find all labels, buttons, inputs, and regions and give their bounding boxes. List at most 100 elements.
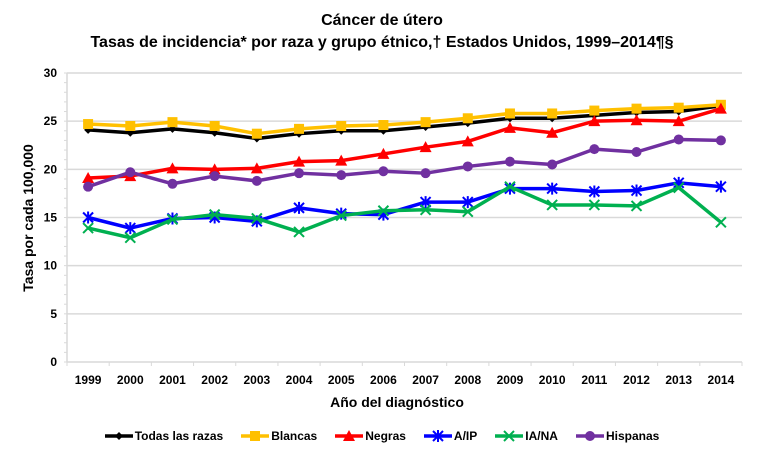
data-point xyxy=(336,170,347,181)
legend-item: IA/NA xyxy=(495,429,558,443)
x-tick-label: 2008 xyxy=(454,373,481,387)
data-point xyxy=(419,204,432,216)
data-point xyxy=(251,128,262,139)
data-point xyxy=(504,180,516,193)
y-axis-label: Tasa por cada 100,000 xyxy=(20,144,36,292)
legend-swatch xyxy=(104,432,133,440)
series-line xyxy=(87,104,722,141)
x-tick-label: 2005 xyxy=(328,373,355,387)
legend-swatch xyxy=(423,430,452,442)
data-point xyxy=(420,168,431,179)
data-point xyxy=(294,123,305,134)
legend-marker xyxy=(250,431,261,441)
data-point xyxy=(714,102,727,114)
x-tick-label: 1999 xyxy=(75,373,102,387)
legend-label: Hispanas xyxy=(605,429,660,443)
data-point xyxy=(378,166,389,177)
data-point xyxy=(503,121,516,133)
x-tick-label: 2003 xyxy=(243,373,270,387)
y-tick-label: 20 xyxy=(44,162,58,176)
data-point xyxy=(630,200,643,212)
data-point xyxy=(335,209,347,222)
legend-label: IA/NA xyxy=(525,429,558,443)
data-point xyxy=(419,141,432,153)
legend-label: Blancas xyxy=(271,429,318,443)
x-tick-label: 2000 xyxy=(117,373,144,387)
data-point xyxy=(166,213,179,226)
x-axis-label: Año del diagnóstico xyxy=(330,394,464,410)
series-hispanas xyxy=(83,134,726,192)
y-tick-label: 0 xyxy=(50,355,57,369)
data-point xyxy=(462,161,473,172)
legend-swatch xyxy=(241,431,270,441)
series-blancas xyxy=(83,99,726,139)
data-point xyxy=(504,156,515,167)
x-tick-label: 2004 xyxy=(286,373,313,387)
legend-label: Negras xyxy=(365,429,406,443)
legend-swatch xyxy=(495,430,524,442)
data-point xyxy=(588,115,601,127)
data-point xyxy=(209,171,220,182)
data-point xyxy=(82,172,95,184)
x-tick-label: 2002 xyxy=(201,373,228,387)
legend-item: Negras xyxy=(335,429,406,443)
x-tick-label: 2014 xyxy=(708,373,735,387)
legend-item: Hispanas xyxy=(575,429,660,443)
y-tick-label: 10 xyxy=(44,259,58,273)
data-point xyxy=(82,222,94,234)
x-tick-label: 2013 xyxy=(665,373,692,387)
data-point xyxy=(336,120,347,131)
data-point xyxy=(546,126,559,138)
data-point xyxy=(124,222,136,235)
data-point xyxy=(293,201,305,214)
data-point xyxy=(208,163,221,175)
legend-marker xyxy=(584,431,595,441)
data-point xyxy=(589,105,600,116)
data-point xyxy=(588,199,601,211)
data-point xyxy=(630,184,643,197)
data-point xyxy=(293,226,305,238)
legend-marker xyxy=(432,430,444,442)
data-point xyxy=(462,196,474,209)
legend-marker xyxy=(114,432,123,440)
data-point xyxy=(167,117,178,128)
data-point xyxy=(251,212,263,225)
data-point xyxy=(673,134,684,145)
legend-item: A/IP xyxy=(423,429,477,443)
x-tick-label: 2009 xyxy=(497,373,524,387)
data-point xyxy=(125,120,136,131)
x-tick-label: 2011 xyxy=(581,373,607,387)
data-point xyxy=(673,181,685,194)
y-tick-label: 5 xyxy=(50,307,57,321)
data-point xyxy=(82,211,94,224)
data-point xyxy=(630,114,643,126)
chart-subtitle: Tasas de incidencia* por raza y grupo ét… xyxy=(90,34,674,51)
y-tick-label: 30 xyxy=(44,66,58,80)
data-point xyxy=(335,154,348,166)
data-point xyxy=(588,185,601,198)
data-point xyxy=(461,135,474,147)
data-point xyxy=(420,117,431,128)
data-point xyxy=(715,216,727,229)
legend-item: Blancas xyxy=(241,429,317,443)
legend-label: Todas las razas xyxy=(134,429,224,443)
legend-marker xyxy=(503,430,515,442)
data-point xyxy=(672,115,685,127)
y-tick-label: 15 xyxy=(44,211,58,225)
data-point xyxy=(546,199,558,211)
data-point xyxy=(209,120,220,131)
legend-swatch xyxy=(335,430,364,441)
data-point xyxy=(378,120,389,131)
x-tick-label: 2007 xyxy=(412,373,439,387)
legend-item: Todas las razas xyxy=(104,429,224,443)
data-point xyxy=(293,155,306,167)
data-point xyxy=(589,144,600,155)
data-point xyxy=(167,178,178,189)
series-negras xyxy=(82,102,727,184)
legend: Todas las razas Blancas Negras A/IP IA/NA His… xyxy=(0,429,764,443)
data-point xyxy=(462,206,474,218)
x-tick-label: 2012 xyxy=(623,373,650,387)
data-point xyxy=(673,102,684,113)
y-tick-label: 25 xyxy=(44,114,58,128)
